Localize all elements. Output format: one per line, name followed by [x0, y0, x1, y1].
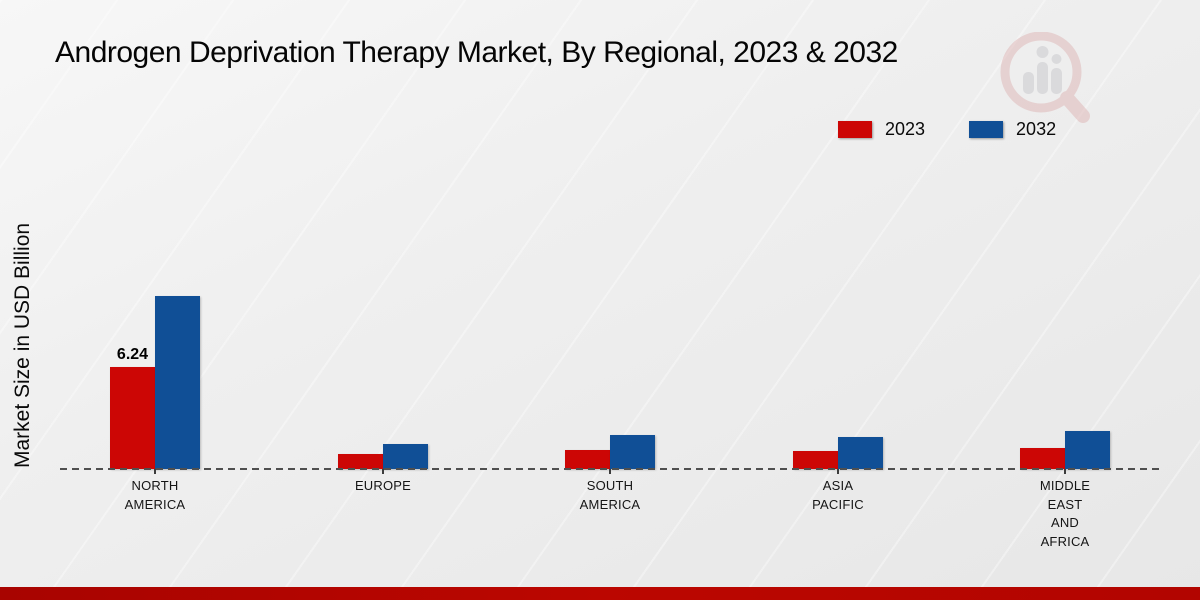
x-axis-tick	[154, 469, 156, 474]
legend-item-2032: 2032	[969, 119, 1056, 140]
bar-2032-south-america	[610, 435, 655, 469]
footer-accent-bar	[0, 587, 1200, 600]
magnifier-bar-chart-logo-icon	[1000, 32, 1090, 123]
x-axis-tick	[1064, 469, 1066, 474]
bar-2032-middle-east-and-africa	[1065, 431, 1110, 469]
x-axis-baseline	[60, 468, 1160, 470]
category-label-south-america: SOUTH AMERICA	[579, 478, 641, 512]
chart-legend: 2023 2032	[838, 119, 1056, 140]
bar-2023-asia-pacific	[793, 451, 838, 469]
legend-label-2023: 2023	[885, 119, 926, 139]
bar-2023-south-america	[565, 450, 610, 469]
x-axis-tick	[382, 469, 384, 474]
bar-2023-middle-east-and-africa	[1020, 448, 1065, 469]
bar-2032-north-america	[155, 296, 200, 469]
legend-label-2032: 2032	[1016, 119, 1057, 139]
page-title: Androgen Deprivation Therapy Market, By …	[55, 36, 898, 69]
y-axis-title: Market Size in USD Billion	[11, 222, 34, 468]
legend-swatch-2032	[969, 121, 1004, 138]
bar-2032-asia-pacific	[838, 437, 883, 469]
category-label-north-america: NORTH AMERICA	[124, 478, 186, 512]
legend-swatch-2023	[838, 121, 872, 138]
category-label-asia-pacific: ASIA PACIFIC	[812, 478, 864, 512]
x-axis-tick	[609, 469, 611, 474]
bar-2032-europe	[383, 444, 428, 469]
data-label-2023-north-america: 6.24	[116, 346, 149, 363]
legend-item-2023: 2023	[838, 119, 925, 140]
bar-2023-north-america	[110, 367, 155, 469]
category-label-europe: EUROPE	[354, 478, 412, 493]
bar-2023-europe	[338, 454, 383, 469]
x-axis-tick	[837, 469, 839, 474]
category-label-middle-east-and-africa: MIDDLE EAST AND AFRICA	[1039, 478, 1091, 549]
